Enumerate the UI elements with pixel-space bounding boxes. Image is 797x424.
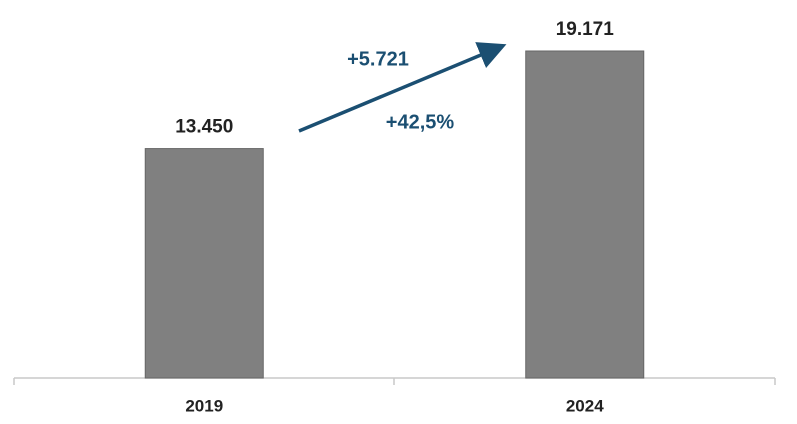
x-tick-label: 2024 xyxy=(566,396,604,415)
x-tick-label: 2019 xyxy=(185,396,223,415)
bar xyxy=(144,148,264,379)
bar xyxy=(525,50,645,379)
value-label: 19.171 xyxy=(556,19,615,40)
annotation: +5.721 xyxy=(347,48,409,70)
annotation: +42,5% xyxy=(386,111,455,133)
value-label: 13.450 xyxy=(175,117,233,138)
trend-arrow xyxy=(298,42,507,133)
